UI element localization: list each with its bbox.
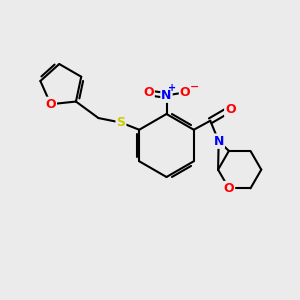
Text: −: − xyxy=(190,82,200,92)
Text: N: N xyxy=(214,135,224,148)
Text: +: + xyxy=(168,83,177,93)
Text: N: N xyxy=(214,135,224,148)
Text: O: O xyxy=(45,98,56,111)
Text: N: N xyxy=(161,89,172,102)
Text: O: O xyxy=(224,182,234,195)
Text: O: O xyxy=(180,86,190,99)
Text: O: O xyxy=(225,103,236,116)
Text: S: S xyxy=(116,116,125,129)
Text: O: O xyxy=(143,86,154,100)
